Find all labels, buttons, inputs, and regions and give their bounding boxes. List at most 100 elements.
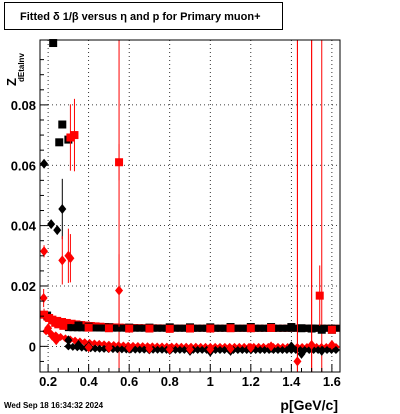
band-square-marker xyxy=(154,324,162,332)
square-marker xyxy=(287,323,296,332)
y-tick-label: 0.02 xyxy=(11,279,36,294)
diamond-marker xyxy=(246,342,255,353)
data-points xyxy=(39,39,336,372)
x-tick-label: 0.6 xyxy=(120,374,138,389)
diamond-marker xyxy=(58,204,67,215)
band-square-marker xyxy=(278,324,286,332)
diamond-marker xyxy=(327,339,336,350)
band-diamond-marker xyxy=(323,345,332,354)
band-square-marker xyxy=(323,324,331,332)
band-square-marker xyxy=(140,324,148,332)
title-suffix: and p for Primary muon+ xyxy=(126,11,261,23)
axes: 0.2 0.4 0.6 0.8 1 1.2 1.4 1.6 0 0.02 0.04 0.06 0.08 xyxy=(11,59,341,389)
band-square-marker xyxy=(64,324,72,332)
band-square-marker xyxy=(234,324,242,332)
square-marker xyxy=(206,324,215,333)
band-diamond-marker xyxy=(260,345,269,354)
x-axis-label: p[GeV/c] xyxy=(280,397,338,413)
vertical-lines xyxy=(118,40,323,372)
square-marker xyxy=(246,324,255,333)
band-square-marker xyxy=(118,324,126,332)
title-prefix: Fitted xyxy=(20,11,53,23)
band-square-marker xyxy=(292,324,300,332)
square-marker xyxy=(317,325,326,334)
band-square-marker xyxy=(136,324,144,332)
y-axis-label-sub: dEtaInv xyxy=(17,53,26,82)
band-diamond-marker xyxy=(180,345,189,354)
band-square-marker xyxy=(91,324,99,332)
square-marker xyxy=(104,324,113,333)
square-marker xyxy=(55,138,64,147)
band-square-marker xyxy=(180,324,188,332)
square-marker xyxy=(315,291,324,300)
band-diamond-marker xyxy=(256,345,265,354)
title-eta: η xyxy=(120,11,127,23)
y-tick-label: 0.08 xyxy=(11,98,36,113)
square-marker xyxy=(54,320,63,329)
band-diamond-marker xyxy=(153,345,162,354)
diamond-marker xyxy=(125,342,134,353)
x-tick-label: 1.4 xyxy=(282,374,301,389)
band-square-marker xyxy=(243,324,251,332)
title-delta: δ xyxy=(53,11,60,23)
square-marker xyxy=(58,120,67,129)
x-tick-label: 1 xyxy=(207,374,214,389)
diamond-marker xyxy=(66,253,75,264)
square-marker xyxy=(186,324,194,333)
diamond-marker xyxy=(104,342,113,353)
y-tick-label: 0 xyxy=(29,339,36,354)
band-diamond-marker xyxy=(95,339,104,348)
square-marker xyxy=(165,324,174,333)
band-diamond-marker xyxy=(273,345,282,354)
square-marker xyxy=(70,131,79,140)
diamond-marker xyxy=(47,219,56,230)
band-diamond-marker xyxy=(193,345,202,354)
band-diamond-marker xyxy=(238,345,247,354)
square-marker xyxy=(59,321,68,330)
diamond-marker xyxy=(267,341,276,352)
band-square-marker xyxy=(198,324,206,332)
diamond-marker xyxy=(186,344,194,355)
band-diamond-marker xyxy=(220,345,229,354)
y-axis-label: Z xyxy=(4,78,19,86)
x-tick-label: 1.6 xyxy=(323,374,341,389)
band-square-marker xyxy=(171,324,179,332)
band-diamond-marker xyxy=(113,345,122,354)
band-diamond-marker xyxy=(100,340,109,349)
band-diamond-marker xyxy=(90,339,99,348)
band-square-marker xyxy=(220,324,228,332)
square-marker xyxy=(267,323,276,332)
title-beta: β xyxy=(71,11,79,23)
band-square-marker xyxy=(274,324,282,332)
title-mid2: versus xyxy=(78,11,121,23)
band-square-marker xyxy=(256,324,264,332)
diamond-marker xyxy=(307,339,316,350)
band-square-marker xyxy=(109,324,117,332)
diamond-marker xyxy=(40,158,49,169)
band-diamond-marker xyxy=(327,345,336,354)
x-tick-label: 0.4 xyxy=(80,374,99,389)
band-diamond-marker xyxy=(175,345,184,354)
square-marker xyxy=(125,324,134,333)
band-square-marker xyxy=(69,324,77,332)
square-marker xyxy=(84,323,93,332)
band-square-marker xyxy=(252,324,260,332)
band-square-marker xyxy=(261,324,269,332)
diamond-marker xyxy=(317,345,326,356)
square-marker xyxy=(115,158,124,167)
band-square-marker xyxy=(216,324,224,332)
chart-title-box: Fitted δ 1/β versus η and p for Primary … xyxy=(4,2,283,30)
square-marker xyxy=(66,133,75,142)
band-square-marker xyxy=(113,324,121,332)
square-marker xyxy=(49,39,58,48)
timestamp: Wed Sep 18 16:34:32 2024 xyxy=(4,401,104,410)
band-diamond-marker xyxy=(198,345,207,354)
diamond-marker xyxy=(58,255,67,266)
band-square-marker xyxy=(100,324,108,332)
band-square-marker xyxy=(176,324,184,332)
diamond-marker xyxy=(84,342,93,353)
diamond-marker xyxy=(287,341,296,352)
band-square-marker xyxy=(68,319,76,327)
diamond-marker xyxy=(40,246,49,257)
